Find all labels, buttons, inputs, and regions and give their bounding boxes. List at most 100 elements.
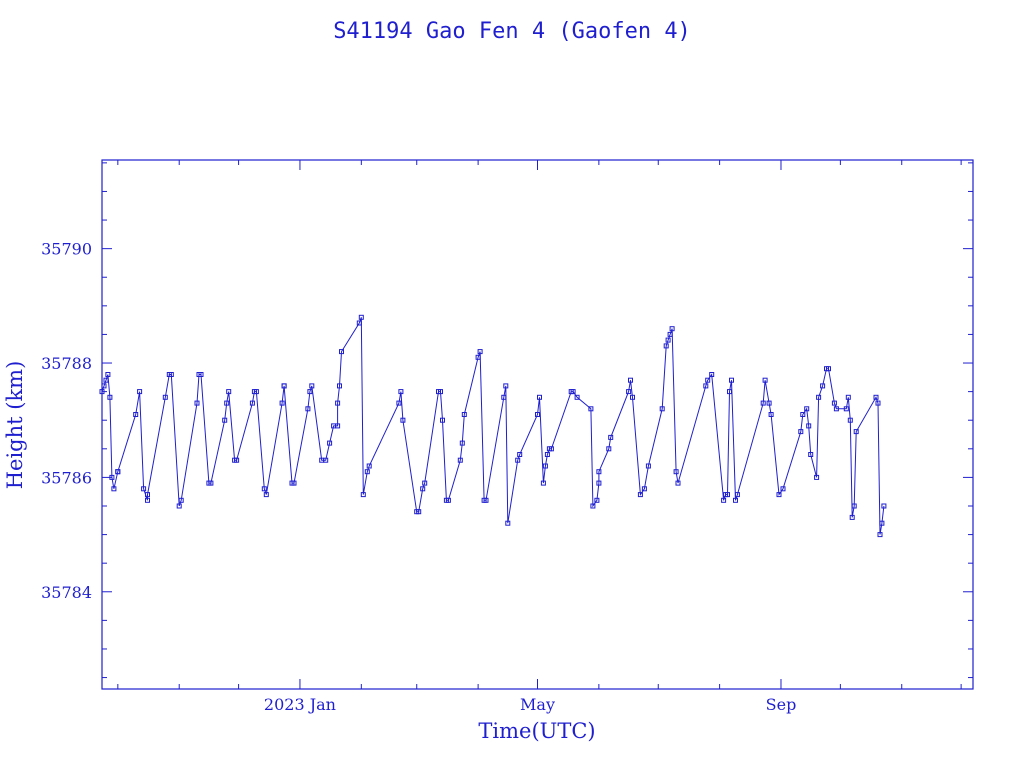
- data-point: [103, 377, 109, 383]
- data-point: [105, 372, 111, 377]
- data-point: [279, 400, 285, 406]
- data-point: [107, 394, 113, 400]
- data-point: [734, 492, 740, 498]
- data-point: [309, 383, 315, 389]
- data-point: [703, 383, 709, 389]
- data-point: [503, 383, 509, 389]
- data-point: [475, 354, 481, 360]
- x-tick-label: 2023 Jan: [264, 695, 336, 714]
- data-point: [606, 446, 612, 452]
- chart-title: S41194 Gao Fen 4 (Gaofen 4): [333, 19, 691, 44]
- data-point: [327, 440, 333, 446]
- data-point: [776, 492, 782, 498]
- data-point: [517, 452, 523, 457]
- data-point: [826, 366, 831, 372]
- data-point: [137, 389, 143, 395]
- data-point: [398, 389, 404, 395]
- data-point: [461, 412, 467, 417]
- data-point: [875, 400, 881, 406]
- data-point: [596, 469, 602, 475]
- data-point: [630, 394, 635, 400]
- y-axis-ticks: [102, 162, 973, 679]
- data-point: [721, 497, 727, 503]
- data-point: [879, 520, 885, 526]
- data-point: [843, 406, 849, 412]
- data-point: [305, 406, 311, 412]
- data-point: [590, 503, 596, 509]
- data-point: [637, 492, 643, 498]
- data-point: [804, 406, 810, 412]
- data-point: [356, 320, 362, 326]
- data-point: [665, 337, 671, 343]
- x-axis-tick-labels: 2023 Jan May Sep: [264, 695, 796, 714]
- data-point: [445, 497, 451, 503]
- data-point: [335, 423, 341, 429]
- data-point: [570, 389, 576, 395]
- data-point: [535, 412, 540, 417]
- data-point: [263, 492, 269, 498]
- data-point: [669, 326, 675, 332]
- data-point: [224, 400, 230, 406]
- data-point: [626, 389, 632, 395]
- data-point: [307, 389, 313, 395]
- data-point: [416, 509, 422, 515]
- x-tick-label: Sep: [766, 695, 797, 714]
- data-point: [396, 400, 402, 406]
- data-point: [335, 400, 341, 406]
- data-point: [261, 486, 267, 492]
- data-point: [574, 394, 580, 400]
- data-point: [99, 389, 105, 395]
- data-point: [537, 394, 542, 400]
- data-point: [645, 463, 651, 469]
- data-point: [847, 417, 853, 423]
- y-tick-label: 35784: [41, 583, 92, 602]
- y-axis-label: Height (km): [3, 361, 27, 490]
- data-point: [226, 389, 232, 395]
- data-point: [501, 394, 507, 400]
- data-point: [814, 474, 820, 480]
- data-point: [198, 372, 204, 377]
- data-point: [194, 400, 200, 406]
- data-point: [422, 480, 428, 486]
- data-point: [705, 377, 711, 383]
- x-tick-label: May: [520, 695, 555, 714]
- data-point: [208, 480, 214, 486]
- data-point: [281, 383, 287, 389]
- y-axis-tick-labels: 35784 35786 35788 35790: [41, 240, 92, 602]
- data-point: [440, 417, 445, 423]
- data-point: [727, 389, 732, 395]
- data-point: [505, 520, 511, 526]
- y-tick-label: 35790: [41, 240, 92, 259]
- data-point: [420, 486, 426, 492]
- data-point: [725, 492, 730, 498]
- data-point: [323, 457, 329, 463]
- data-point: [768, 412, 774, 417]
- data-point: [766, 400, 772, 406]
- data-point: [178, 497, 184, 503]
- data-point: [483, 497, 489, 503]
- data-point: [364, 469, 370, 475]
- data-point: [339, 349, 344, 355]
- data-point: [663, 343, 669, 349]
- series-layer: [99, 314, 887, 538]
- data-point: [101, 383, 107, 389]
- data-point: [808, 452, 814, 457]
- data-point: [873, 394, 879, 400]
- data-point: [548, 446, 554, 452]
- data-point: [459, 440, 465, 446]
- data-point: [675, 480, 681, 486]
- data-point: [845, 394, 851, 400]
- data-point: [162, 394, 168, 400]
- data-point: [253, 389, 259, 395]
- data-point: [608, 434, 614, 440]
- data-point: [358, 314, 364, 320]
- data-point: [141, 486, 147, 492]
- data-point: [544, 452, 550, 457]
- data-point: [831, 400, 837, 406]
- data-point: [733, 497, 738, 503]
- data-point: [800, 412, 806, 417]
- data-point: [729, 377, 734, 383]
- data-point: [176, 503, 182, 509]
- data-point: [851, 503, 857, 509]
